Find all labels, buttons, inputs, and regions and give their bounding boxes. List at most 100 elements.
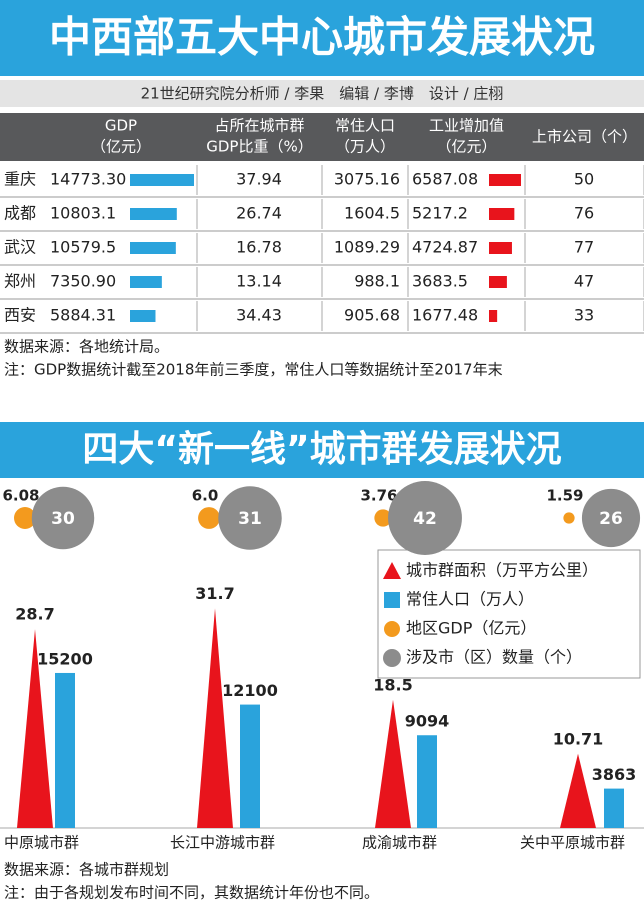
group-label: 成渝城市群 xyxy=(362,834,437,852)
count-label: 31 xyxy=(238,509,262,529)
population: 1604.5 xyxy=(344,204,400,223)
population: 905.68 xyxy=(344,306,400,325)
count-label: 26 xyxy=(599,509,623,529)
table-header xyxy=(0,113,644,161)
city: 重庆 xyxy=(4,170,36,189)
gdp-bar xyxy=(130,174,194,186)
column-header: 上市公司（个） xyxy=(532,128,637,146)
legend-label: 常住人口（万人） xyxy=(406,590,534,609)
legend-swatch xyxy=(384,592,400,608)
population-bar xyxy=(417,735,437,828)
share: 34.43 xyxy=(236,306,282,325)
population-bar xyxy=(55,672,75,828)
note: 注：GDP数据统计截至2018年前三季度，常住人口等数据统计至2017年末 xyxy=(4,361,503,379)
group-label: 关中平原城市群 xyxy=(520,834,625,852)
gdp-bar xyxy=(130,310,156,322)
gdp-dot xyxy=(374,509,392,527)
gdp-bar xyxy=(130,276,162,288)
column-header: GDP比重（%） xyxy=(206,138,312,156)
area-label: 18.5 xyxy=(373,675,412,694)
population: 988.1 xyxy=(354,272,400,291)
industry-bar xyxy=(489,242,512,254)
group-label: 中原城市群 xyxy=(4,834,79,852)
column-header: GDP xyxy=(105,117,137,135)
gdp-label: 6.08 xyxy=(2,487,39,505)
population: 3075.16 xyxy=(334,170,400,189)
note: 数据来源：各城市群规划 xyxy=(4,861,169,879)
legend-box xyxy=(377,549,641,679)
gdp: 10803.1 xyxy=(50,204,116,223)
count-circle xyxy=(218,486,282,550)
industry: 4724.87 xyxy=(412,238,478,257)
gdp-bar xyxy=(130,208,177,220)
area-label: 28.7 xyxy=(15,605,54,624)
legend-swatch xyxy=(383,649,401,667)
column-header: （亿元） xyxy=(436,138,496,156)
population: 1089.29 xyxy=(334,238,400,257)
population-label: 3863 xyxy=(592,765,637,784)
legend-label: 涉及市（区）数量（个） xyxy=(406,648,582,667)
companies: 77 xyxy=(574,238,594,257)
section-title: 四大“新一线”城市群发展状况 xyxy=(82,429,561,470)
note: 注：由于各规划发布时间不同，其数据统计年份也不同。 xyxy=(4,884,379,902)
area-triangle xyxy=(560,753,596,828)
count-label: 30 xyxy=(51,509,75,529)
title-banner xyxy=(0,0,644,76)
share: 37.94 xyxy=(236,170,282,189)
group-label: 长江中游城市群 xyxy=(170,834,275,852)
companies: 50 xyxy=(574,170,594,189)
industry: 5217.2 xyxy=(412,204,468,223)
population-label: 9094 xyxy=(405,712,450,731)
industry-bar xyxy=(489,276,507,288)
column-header: 工业增加值 xyxy=(429,117,504,135)
gdp: 7350.90 xyxy=(50,272,116,291)
gdp-dot xyxy=(563,512,575,524)
credits: 21世纪研究院分析师 / 李果 编辑 / 李博 设计 / 庄栩 xyxy=(141,85,504,103)
count-circle xyxy=(31,486,95,550)
industry-bar xyxy=(489,208,515,220)
gdp-bar xyxy=(130,242,176,254)
column-header: 占所在城市群 xyxy=(214,117,304,135)
area-triangle xyxy=(197,608,233,828)
population-label: 12100 xyxy=(222,681,278,700)
gdp: 5884.31 xyxy=(50,306,116,325)
gdp-label: 6.0 xyxy=(192,487,219,505)
gdp: 10579.5 xyxy=(50,238,116,257)
gdp: 14773.30 xyxy=(50,170,126,189)
legend-swatch xyxy=(384,621,400,637)
gdp-dot xyxy=(14,507,36,529)
companies: 76 xyxy=(574,204,594,223)
population-bar xyxy=(240,704,260,828)
companies: 47 xyxy=(574,272,594,291)
legend-label: 城市群面积（万平方公里） xyxy=(406,561,598,580)
area-triangle xyxy=(375,699,411,828)
area-label: 31.7 xyxy=(195,584,234,603)
population-bar xyxy=(604,788,624,828)
share: 16.78 xyxy=(236,238,282,257)
column-header: 常住人口 xyxy=(335,117,395,135)
industry-bar xyxy=(489,310,498,322)
credits-bar xyxy=(0,80,644,107)
gdp-label: 1.59 xyxy=(546,487,583,505)
city: 成都 xyxy=(4,204,36,223)
count-label: 42 xyxy=(413,509,437,529)
legend-swatch xyxy=(383,562,401,579)
area-triangle xyxy=(17,629,53,828)
column-header: （万人） xyxy=(335,138,395,156)
share: 13.14 xyxy=(236,272,282,291)
column-header: （亿元） xyxy=(91,138,151,156)
industry: 1677.48 xyxy=(412,306,478,325)
gdp-label: 3.76 xyxy=(360,487,397,505)
title: 中西部五大中心城市发展状况 xyxy=(49,13,595,62)
city: 郑州 xyxy=(4,272,36,291)
city: 武汉 xyxy=(4,238,36,257)
legend-label: 地区GDP（亿元） xyxy=(406,619,536,638)
gdp-dot xyxy=(198,507,220,529)
area-label: 10.71 xyxy=(553,729,604,748)
note: 数据来源：各地统计局。 xyxy=(4,338,169,356)
industry: 6587.08 xyxy=(412,170,478,189)
share: 26.74 xyxy=(236,204,282,223)
companies: 33 xyxy=(574,306,594,325)
